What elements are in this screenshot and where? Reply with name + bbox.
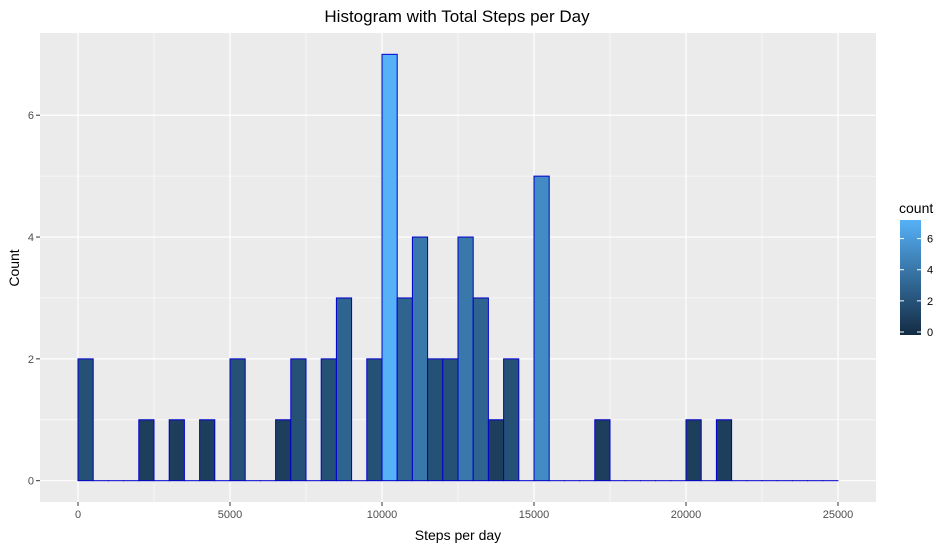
legend-title: count (899, 200, 933, 216)
y-tick-label: 0 (28, 476, 34, 488)
y-tick-label: 6 (28, 110, 34, 122)
histogram-bar (411, 236, 429, 482)
x-tick-label: 25000 (823, 509, 854, 521)
histogram-bar (138, 419, 155, 482)
x-tick-label: 15000 (519, 509, 550, 521)
legend-tick-label: 2 (927, 296, 933, 308)
histogram-bar (685, 419, 702, 482)
x-axis-title: Steps per day (415, 527, 501, 543)
histogram-bar (427, 358, 444, 482)
legend-ticks: 0 2 4 6 (900, 234, 933, 339)
histogram-bar (275, 419, 292, 482)
x-tick-label: 0 (75, 509, 81, 521)
histogram-bar (594, 419, 611, 482)
histogram-bar (533, 175, 550, 482)
histogram-bar (229, 358, 246, 482)
y-tick-label: 4 (28, 232, 34, 244)
x-tick-label: 5000 (218, 509, 242, 521)
histogram-bar (457, 236, 474, 482)
histogram-bar (396, 297, 413, 482)
legend-tick-label: 4 (927, 265, 933, 277)
histogram-bars (77, 53, 839, 482)
histogram-bar (381, 53, 398, 482)
histogram-bar (442, 358, 459, 482)
histogram-bar (472, 297, 489, 482)
color-legend: count 0 2 4 6 (899, 200, 933, 339)
x-tick-label: 20000 (671, 509, 702, 521)
histogram-bar (199, 419, 216, 482)
histogram-bar (290, 358, 307, 482)
y-tick-label: 2 (28, 354, 34, 366)
legend-colorbar (900, 220, 921, 335)
histogram-bar (77, 358, 94, 482)
histogram-bar (715, 419, 733, 482)
legend-tick-label: 6 (927, 234, 933, 246)
histogram-bar (503, 358, 520, 482)
x-tick-label: 10000 (367, 509, 398, 521)
histogram-bar (168, 419, 185, 482)
histogram-bar (320, 358, 337, 482)
chart-title: Histogram with Total Steps per Day (324, 7, 590, 26)
y-axis-title: Count (6, 249, 22, 286)
y-axis-ticks: 0 2 4 6 (28, 110, 40, 488)
histogram-bar (335, 297, 353, 482)
histogram-bar (366, 358, 383, 482)
x-axis-ticks: 0 5000 10000 15000 20000 25000 (75, 502, 853, 521)
histogram-bar (487, 419, 505, 482)
legend-tick-label: 0 (927, 327, 933, 339)
